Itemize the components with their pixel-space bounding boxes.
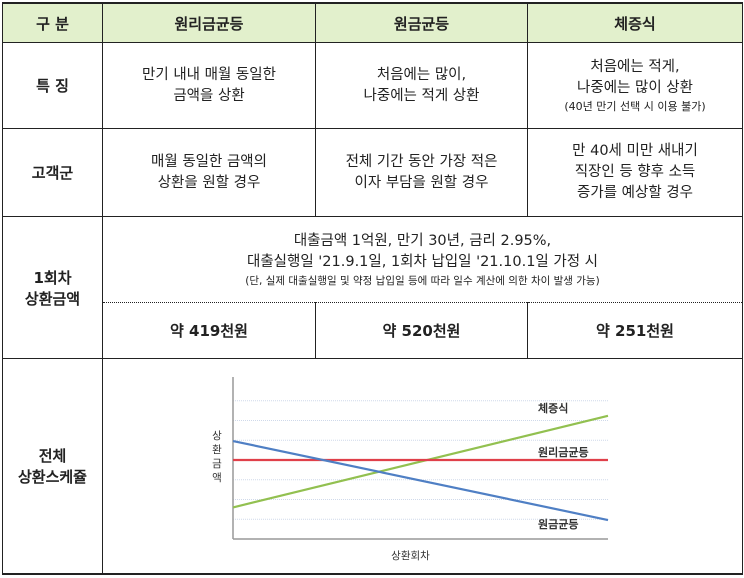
payment-label: 1회차 상환금액 [2,216,103,359]
feature-equal-installment: 만기 내내 매월 동일한 금액을 상환 [102,42,316,129]
series-line-0 [232,414,609,509]
header-category: 구 분 [2,2,103,43]
series-label-0: 체증식 [538,401,568,415]
feature-graduated: 처음에는 적게, 나중에는 많이 상환 (40년 만기 선택 시 이용 불가) [527,42,743,129]
amount-equal-principal: 약 520천원 [315,302,528,359]
header-equal-installment: 원리금균등 [102,2,316,43]
customer-equal-installment: 매월 동일한 금액의 상환을 원할 경우 [102,128,316,217]
customer-label: 고객군 [2,128,103,217]
amount-equal-installment: 약 419천원 [102,302,316,359]
feature-equal-principal: 처음에는 많이, 나중에는 적게 상환 [315,42,528,129]
amount-graduated: 약 251천원 [527,302,743,359]
series-label-2: 원금균등 [538,517,578,531]
schedule-label: 전체 상환스케쥴 [2,358,103,575]
customer-row: 고객군 매월 동일한 금액의 상환을 원할 경우 전체 기간 동안 가장 적은 이자… [2,128,743,217]
payment-condition-note: (단, 실제 대출실행일 및 약정 납입일 등에 따라 일수 계산에 의한 차이… [245,274,600,287]
feature-graduated-note: (40년 만기 선택 시 이용 불가) [564,99,706,113]
customer-equal-principal: 전체 기간 동안 가장 적은 이자 부담을 원할 경우 [315,128,528,217]
header-row: 구 분 원리금균등 원금균등 체증식 [2,2,743,43]
header-graduated: 체증식 [527,2,743,43]
feature-label: 특 징 [2,42,103,129]
y-axis-label: 상환금액 [212,430,222,484]
series-line-2 [232,439,609,522]
payment-condition: 대출금액 1억원, 만기 30년, 금리 2.95%, 대출실행일 '21.9.… [102,216,743,303]
x-axis-label: 상환회차 [391,550,430,562]
header-equal-principal: 원금균등 [315,2,528,43]
y-axis-label-char: 환 [212,444,222,456]
y-axis-label-char: 금 [212,458,222,470]
customer-graduated: 만 40세 미만 새내기 직장인 등 향후 소득 증가를 예상할 경우 [527,128,743,217]
y-axis-label-char: 상 [212,430,222,442]
payment-condition-row: 1회차 상환금액 대출금액 1억원, 만기 30년, 금리 2.95%, 대출실행… [2,216,743,359]
y-axis-label-char: 액 [212,472,222,484]
payment-amount-row: 약 419천원 약 520천원 약 251천원 [3,302,743,359]
feature-row: 특 징 만기 내내 매월 동일한 금액을 상환 처음에는 많이, 나중에는 적게 상… [2,42,743,129]
series-label-1: 원리금균등 [538,445,589,459]
chart-series [232,414,609,522]
